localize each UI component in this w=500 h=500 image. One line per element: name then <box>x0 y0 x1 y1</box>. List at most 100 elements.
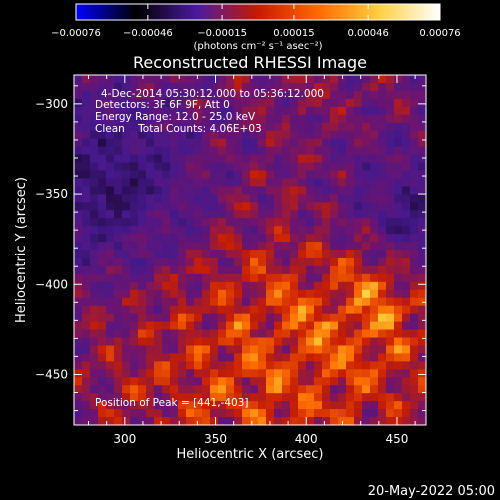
heatmap-cell <box>346 75 355 84</box>
heatmap-cell <box>218 265 227 275</box>
heatmap-cell <box>282 393 291 402</box>
heatmap-cell <box>82 361 91 370</box>
heatmap-cell <box>138 353 147 362</box>
heatmap-cell <box>306 186 315 195</box>
heatmap-cell <box>242 90 251 100</box>
heatmap-cell <box>314 202 323 211</box>
heatmap-cell <box>386 401 395 410</box>
heatmap-cell <box>290 106 299 116</box>
heatmap-cell <box>130 329 139 338</box>
heatmap-cell <box>226 250 235 259</box>
heatmap-cell <box>242 202 251 211</box>
heatmap-cell <box>306 257 315 267</box>
heatmap-cell <box>370 202 379 211</box>
heatmap-cell <box>266 210 275 219</box>
heatmap-cell <box>186 218 195 227</box>
heatmap-cell <box>154 75 163 84</box>
heatmap-cell <box>210 409 219 418</box>
heatmap-cell <box>202 265 211 275</box>
heatmap-cell <box>322 146 331 155</box>
heatmap-cell <box>210 90 219 100</box>
heatmap-cell <box>378 257 387 267</box>
heatmap-cell <box>218 82 227 92</box>
heatmap-cell <box>250 369 259 378</box>
heatmap-cell <box>258 242 267 251</box>
heatmap-cell <box>370 345 379 354</box>
heatmap-cell <box>394 345 403 354</box>
heatmap-cell <box>402 345 411 354</box>
heatmap-cell <box>98 393 107 402</box>
heatmap-cell <box>330 281 339 291</box>
heatmap-cell <box>346 281 355 291</box>
heatmap-cell <box>98 353 107 362</box>
y-tick-label: −300 <box>35 97 68 111</box>
heatmap-cell <box>386 313 395 322</box>
heatmap-cell <box>114 242 123 251</box>
heatmap-cell <box>386 242 395 251</box>
heatmap-cell <box>226 186 235 195</box>
heatmap-cell <box>90 361 99 370</box>
heatmap-cell <box>370 218 379 227</box>
heatmap-cell <box>218 257 227 267</box>
heatmap-cell <box>146 361 155 370</box>
heatmap-cell <box>386 305 395 314</box>
heatmap-cell <box>226 122 235 131</box>
heatmap-cell <box>130 289 139 299</box>
heatmap-cell <box>410 385 419 394</box>
heatmap-cell <box>202 98 211 108</box>
heatmap-cell <box>338 82 347 92</box>
heatmap-cell <box>114 250 123 259</box>
heatmap-cell <box>282 106 291 116</box>
heatmap-cell <box>74 297 83 306</box>
heatmap-cell <box>378 106 387 116</box>
heatmap-cell <box>138 98 147 108</box>
heatmap-cell <box>82 257 91 267</box>
heatmap-cell <box>290 305 299 314</box>
heatmap-cell <box>410 337 419 346</box>
heatmap-cell <box>74 154 83 163</box>
heatmap-cell <box>330 305 339 314</box>
heatmap-cell <box>234 114 243 124</box>
heatmap-cell <box>274 297 283 306</box>
heatmap-cell <box>290 82 299 92</box>
heatmap-cell <box>234 98 243 108</box>
heatmap-cell <box>202 178 211 187</box>
heatmap-cell <box>418 417 427 426</box>
heatmap-cell <box>82 218 91 227</box>
heatmap-cell <box>306 321 315 330</box>
heatmap-cell <box>114 186 123 195</box>
heatmap-cell <box>330 234 339 243</box>
heatmap-cell <box>74 242 83 251</box>
heatmap-cell <box>362 369 371 378</box>
heatmap-cell <box>106 369 115 378</box>
heatmap-cell <box>274 146 283 155</box>
heatmap-cell <box>250 234 259 243</box>
heatmap-cell <box>354 313 363 322</box>
heatmap-cell <box>266 409 275 418</box>
heatmap-cell <box>250 377 259 386</box>
heatmap-cell <box>74 281 83 291</box>
heatmap-cell <box>90 313 99 322</box>
heatmap-cell <box>178 257 187 267</box>
heatmap-cell <box>162 369 171 378</box>
heatmap-cell <box>362 90 371 100</box>
heatmap-cell <box>74 202 83 211</box>
heatmap-cell <box>410 393 419 402</box>
heatmap-cell <box>178 130 187 139</box>
heatmap-cell <box>394 265 403 275</box>
heatmap-cell <box>378 273 387 283</box>
heatmap-cell <box>410 234 419 243</box>
heatmap-cell <box>218 289 227 299</box>
heatmap-cell <box>282 297 291 306</box>
heatmap-cell <box>234 75 243 84</box>
heatmap-cell <box>146 257 155 267</box>
heatmap-cell <box>90 305 99 314</box>
heatmap-cell <box>106 194 115 203</box>
heatmap-cell <box>162 401 171 410</box>
heatmap-cell <box>74 130 83 139</box>
heatmap-cell <box>410 106 419 116</box>
heatmap-cell <box>82 265 91 275</box>
heatmap-cell <box>210 130 219 139</box>
heatmap-cell <box>178 82 187 92</box>
heatmap-cell <box>114 401 123 410</box>
